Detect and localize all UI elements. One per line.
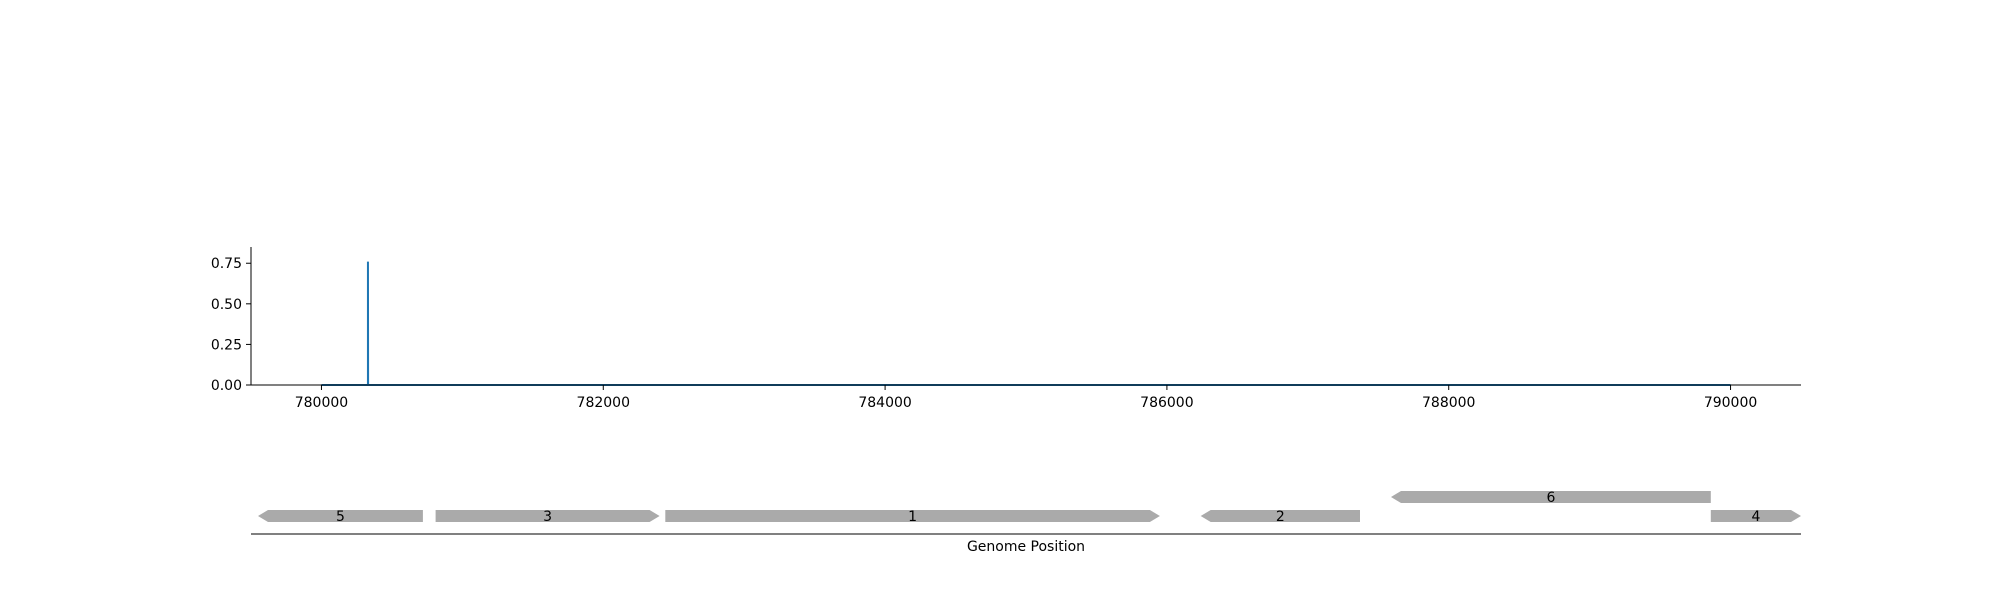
gene-feature-3	[435, 510, 660, 522]
gene-feature-5	[258, 510, 423, 522]
gene-feature-label: 5	[336, 509, 345, 525]
gene-feature-4	[1710, 510, 1801, 522]
x-tick-label: 788000	[1422, 395, 1475, 411]
y-ticks: 0.00 0.25 0.50 0.75	[211, 256, 251, 394]
signal-plot: 0.00 0.25 0.50 0.75 780000 782000 784000 78600…	[211, 247, 1801, 411]
gene-track: 5 3 1 2 6 4 Genome Position	[251, 490, 1801, 555]
signal-series	[321, 261, 1731, 386]
y-tick-label: 0.25	[211, 337, 242, 353]
gene-feature-label: 2	[1276, 509, 1285, 525]
gene-feature-2	[1200, 510, 1360, 522]
gene-features: 5 3 1 2 6 4	[258, 490, 1801, 525]
x-tick-label: 786000	[1140, 395, 1193, 411]
y-tick-label: 0.00	[211, 378, 242, 394]
gene-feature-label: 4	[1751, 509, 1760, 525]
x-tick-label: 784000	[858, 395, 911, 411]
gene-feature-label: 3	[543, 509, 552, 525]
signal-series-line-0	[321, 261, 1731, 386]
track-x-axis-label: Genome Position	[967, 539, 1085, 555]
x-ticks: 780000 782000 784000 786000 788000 790000	[295, 385, 1757, 411]
x-tick-label: 782000	[577, 395, 630, 411]
gene-feature-1	[665, 510, 1160, 522]
gene-feature-label: 1	[908, 509, 917, 525]
y-tick-label: 0.75	[211, 256, 242, 272]
x-tick-label: 790000	[1704, 395, 1757, 411]
gene-feature-label: 6	[1546, 490, 1555, 506]
y-tick-label: 0.50	[211, 297, 242, 313]
gene-feature-6	[1391, 491, 1711, 503]
x-tick-label: 780000	[295, 395, 348, 411]
